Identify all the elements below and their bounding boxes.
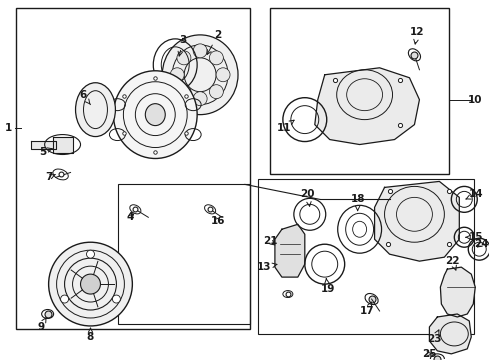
Text: 1: 1 — [5, 123, 12, 132]
Text: 20: 20 — [300, 189, 315, 206]
Polygon shape — [374, 181, 459, 261]
Text: 24: 24 — [474, 239, 489, 249]
Ellipse shape — [87, 250, 95, 258]
Ellipse shape — [162, 35, 238, 114]
Polygon shape — [315, 68, 419, 144]
Ellipse shape — [49, 242, 132, 326]
Ellipse shape — [113, 71, 197, 158]
Ellipse shape — [112, 295, 121, 303]
Text: 14: 14 — [466, 189, 484, 199]
Ellipse shape — [146, 104, 165, 126]
Ellipse shape — [216, 68, 230, 82]
Text: 9: 9 — [37, 318, 46, 332]
Bar — [16, 8, 250, 329]
Text: 22: 22 — [445, 256, 460, 270]
Text: 10: 10 — [468, 95, 482, 105]
Text: 17: 17 — [360, 302, 375, 316]
Text: 8: 8 — [87, 328, 94, 342]
Ellipse shape — [75, 83, 116, 136]
Polygon shape — [441, 267, 475, 317]
Text: 13: 13 — [257, 262, 277, 272]
Text: 2: 2 — [207, 30, 221, 54]
Text: 6: 6 — [79, 90, 91, 105]
Text: 4: 4 — [127, 212, 134, 222]
Text: 16: 16 — [211, 216, 225, 226]
Ellipse shape — [80, 274, 100, 294]
Text: 21: 21 — [263, 236, 277, 246]
Text: 18: 18 — [350, 194, 365, 211]
Ellipse shape — [61, 295, 69, 303]
Text: 23: 23 — [427, 330, 441, 344]
Ellipse shape — [193, 44, 207, 58]
Ellipse shape — [209, 51, 223, 65]
Ellipse shape — [177, 85, 191, 99]
Polygon shape — [31, 140, 55, 149]
Text: 12: 12 — [410, 27, 425, 44]
Polygon shape — [275, 224, 305, 277]
Text: 25: 25 — [422, 349, 437, 359]
Ellipse shape — [209, 85, 223, 99]
Bar — [119, 184, 250, 324]
Polygon shape — [429, 314, 471, 354]
Ellipse shape — [193, 92, 207, 106]
Bar — [270, 8, 449, 175]
Text: 7: 7 — [45, 172, 55, 183]
Bar — [258, 179, 474, 334]
Text: 15: 15 — [466, 232, 484, 242]
Text: 5: 5 — [39, 147, 52, 157]
Text: 11: 11 — [277, 120, 294, 132]
Ellipse shape — [170, 68, 184, 82]
Text: 3: 3 — [178, 35, 187, 56]
Ellipse shape — [177, 51, 191, 65]
Text: 19: 19 — [320, 278, 335, 294]
Polygon shape — [52, 136, 73, 153]
